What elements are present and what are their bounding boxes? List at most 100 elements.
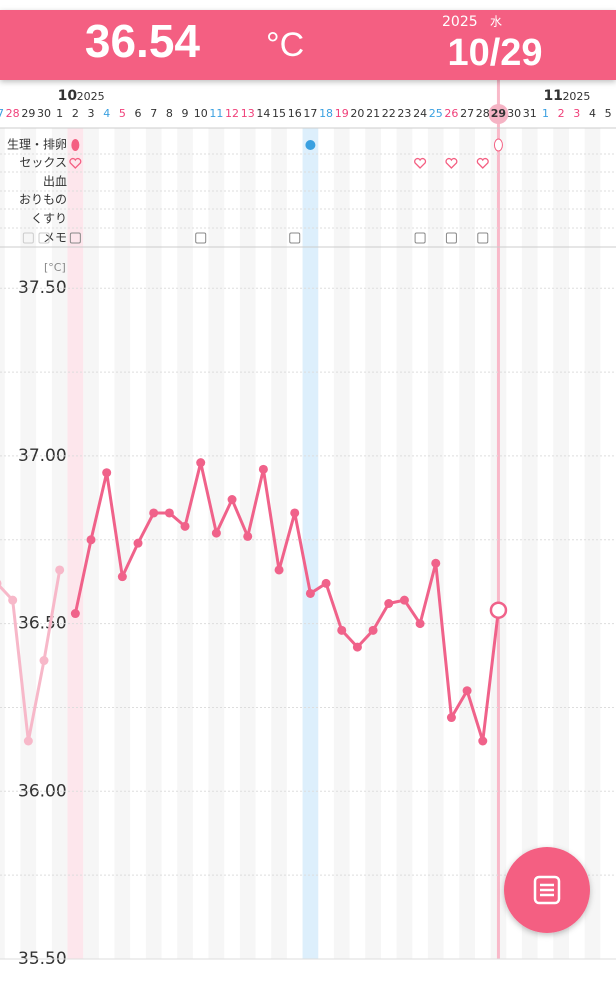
day-stripe (427, 128, 444, 959)
memo-icon (445, 232, 457, 244)
day-stripe (239, 128, 256, 959)
day-label: 5 (605, 107, 612, 120)
period-icon (71, 139, 80, 151)
header-unit: °C (266, 26, 304, 64)
day-stripe (177, 128, 193, 959)
day-label: 6 (135, 107, 142, 120)
temperature-point (55, 565, 65, 575)
memo-icon (22, 232, 34, 244)
temperature-point (415, 619, 425, 629)
day-label: 17 (303, 107, 317, 120)
temperature-point (462, 686, 472, 696)
day-label: 2 (558, 107, 565, 120)
selected-day-bg (488, 104, 509, 124)
day-label: 1 (542, 107, 549, 120)
day-label: 4 (103, 107, 110, 120)
month-label: 11 (543, 88, 562, 104)
day-label: 29 (21, 107, 35, 120)
temperature-point (196, 458, 206, 468)
day-stripe (145, 128, 162, 959)
temperature-point (117, 572, 127, 582)
day-label: 2 (72, 107, 79, 120)
day-stripe (553, 128, 569, 959)
temperature-point (211, 528, 221, 538)
ovulation-column (302, 128, 319, 959)
header-date: 10/29 (447, 32, 542, 74)
memo-icon (69, 232, 81, 244)
day-label: 3 (573, 107, 580, 120)
log-row-label: おりもの (19, 193, 67, 207)
heart-icon (69, 157, 82, 169)
day-label: 27 (0, 107, 4, 120)
day-stripe (396, 128, 413, 959)
day-label: 30 (37, 107, 51, 120)
temperature-point (321, 578, 331, 588)
selected-line (496, 80, 500, 959)
day-stripe (521, 128, 538, 959)
month-year: 2025 (77, 90, 105, 103)
heart-icon (476, 157, 489, 169)
temperature-point (489, 601, 508, 619)
day-label: 26 (444, 107, 458, 120)
temperature-point (8, 595, 18, 605)
day-stripe (584, 128, 601, 959)
temperature-point (102, 468, 112, 478)
day-stripe (208, 128, 225, 959)
day-stripe (51, 128, 68, 959)
temperature-point (70, 609, 80, 619)
day-stripe (365, 128, 381, 959)
fab[interactable] (504, 847, 590, 933)
day-label: 23 (397, 107, 411, 120)
y-tick-label: 37.00 (18, 446, 67, 466)
temperature-point (243, 531, 253, 541)
day-label: 28 (476, 107, 490, 120)
temperature-point (86, 535, 96, 545)
day-label: 1 (56, 107, 63, 120)
day-label: 31 (523, 107, 537, 120)
log-row-label: 生理・排卵 (7, 138, 67, 152)
day-stripe (459, 128, 475, 959)
day-label: 29 (491, 107, 506, 120)
temperature-point (274, 565, 284, 575)
day-stripe (20, 128, 37, 959)
log-row-label: セックス (19, 156, 67, 170)
temperature-line (73, 461, 500, 743)
ovulation-icon (305, 140, 316, 150)
y-tick-label: 36.00 (18, 781, 67, 801)
temperature-point (227, 495, 237, 505)
day-label: 27 (460, 107, 474, 120)
temperature-point (258, 464, 268, 474)
heart-icon (445, 157, 458, 169)
day-label: 13 (241, 107, 255, 120)
temperature-point (431, 558, 441, 568)
day-stripe (271, 128, 287, 959)
day-label: 3 (88, 107, 95, 120)
day-label: 8 (166, 107, 173, 120)
log-row-label: くすり (31, 212, 67, 226)
heart-icon (414, 157, 427, 169)
temperature-point (133, 538, 143, 548)
temperature-point (305, 588, 315, 598)
header-weekday: 水 (490, 15, 502, 29)
header-year: 2025 (442, 14, 478, 30)
temperature-point (23, 736, 33, 746)
day-label: 7 (150, 107, 157, 120)
temperature-point (384, 599, 394, 608)
y-tick-label: 36.50 (18, 614, 67, 634)
temperature-point (149, 508, 159, 518)
header-temperature: 36.54 (85, 15, 201, 67)
day-label: 5 (119, 107, 126, 120)
temperature-point (164, 508, 174, 518)
day-label: 4 (589, 107, 596, 120)
temperature-point (446, 713, 456, 723)
temperature-point (0, 580, 2, 587)
day-label: 16 (288, 107, 302, 120)
temperature-point (39, 656, 49, 666)
memo-icon (477, 232, 489, 244)
temperature-point (290, 508, 300, 518)
day-stripe (114, 128, 131, 959)
day-label: 21 (366, 107, 380, 120)
day-label: 24 (413, 107, 427, 120)
